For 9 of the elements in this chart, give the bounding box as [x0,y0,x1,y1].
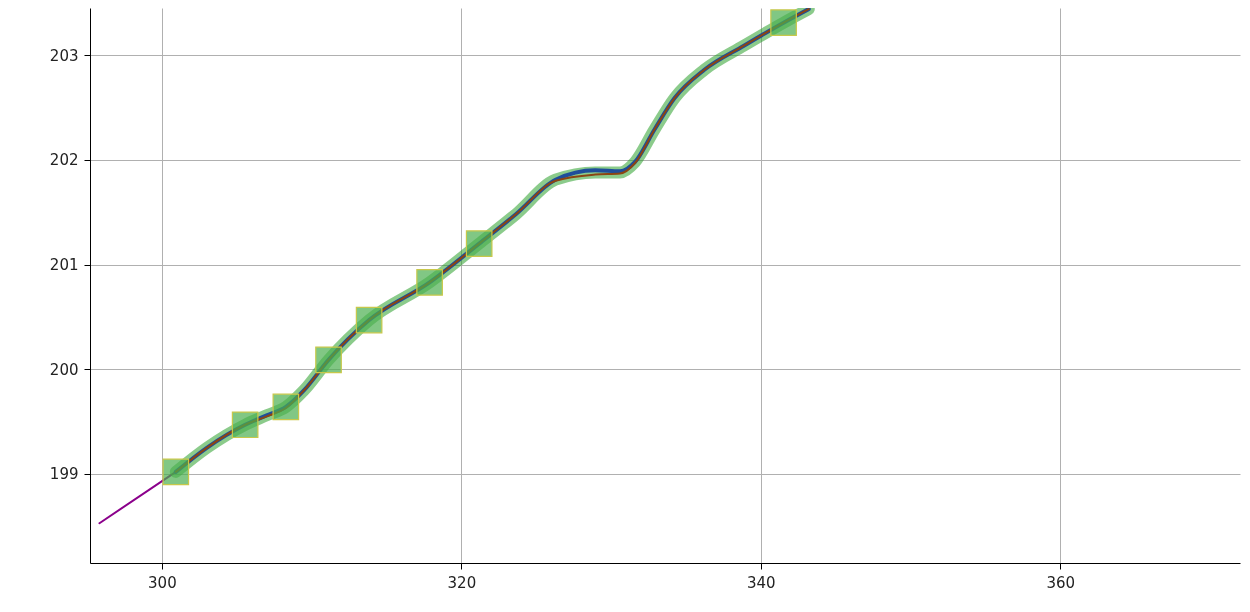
y-tick-label: 202 [49,151,79,170]
y-tick-label: 203 [49,46,79,65]
x-tick-label: 360 [1046,573,1076,592]
y-tick-label: 201 [49,256,79,275]
y-tick-label: 199 [49,465,79,484]
x-tick-label: 340 [747,573,776,592]
y-tick-label: 200 [49,360,79,379]
x-tick-label: 300 [148,573,177,592]
x-tick-label: 320 [447,573,477,592]
